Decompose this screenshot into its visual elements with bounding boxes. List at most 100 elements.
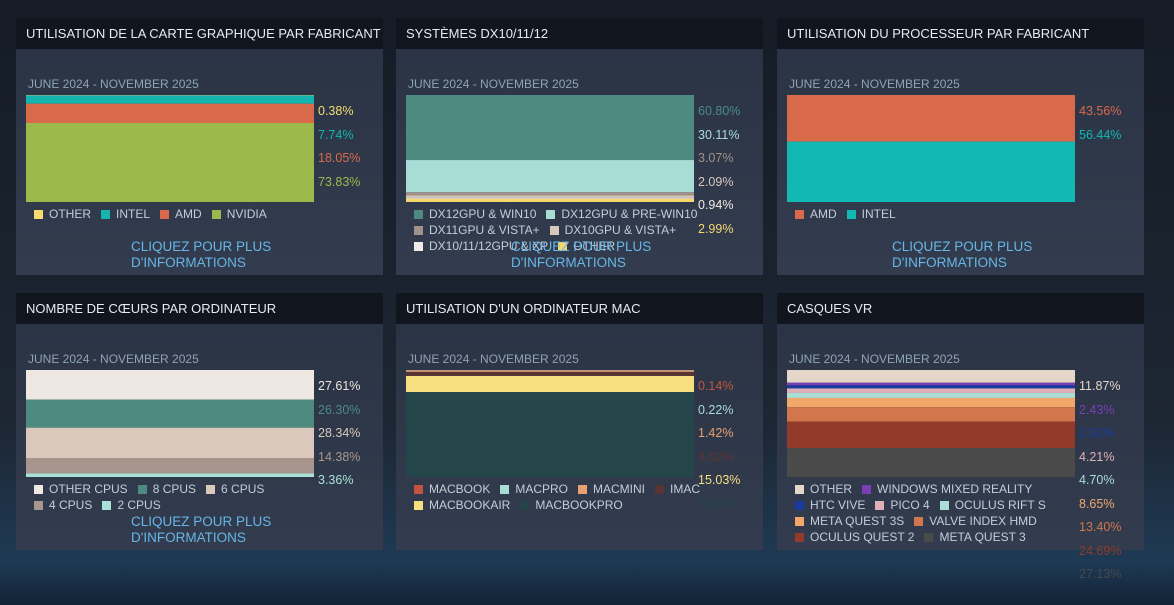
more-info-link[interactable]: CLIQUEZ POUR PLUS D'INFORMATIONS: [511, 239, 652, 270]
legend-label: INTEL: [116, 207, 151, 221]
value-label: 60.80%: [698, 104, 741, 118]
value-label: 3.07%: [698, 151, 734, 165]
legend-label: META QUEST 3S: [810, 514, 905, 528]
value-label: 26.30%: [318, 402, 361, 417]
legend-swatch: [160, 209, 170, 219]
panel-title: UTILISATION D'UN ORDINATEUR MAC: [396, 293, 763, 324]
legend-item: OCULUS RIFT S: [939, 498, 1046, 512]
legend-item: WINDOWS MIXED REALITY: [862, 482, 1032, 496]
legend-label: DX12GPU & PRE-WIN10: [561, 207, 698, 221]
legend-swatch: [549, 225, 559, 235]
legend-label: OTHER: [49, 207, 91, 221]
area-band: [406, 95, 694, 161]
legend-label: IMAC: [670, 482, 701, 496]
value-label: 2.43%: [1079, 402, 1115, 417]
legend-label: DX10/11/12GPU & XP: [429, 239, 549, 253]
value-label: 56.44%: [1079, 127, 1122, 142]
legend-label: DX12GPU & WIN10: [429, 207, 537, 221]
area-band: [406, 160, 694, 193]
area-band: [26, 473, 314, 477]
area-band: [406, 197, 694, 199]
legend-label: 8 CPUS: [152, 482, 197, 496]
legend-swatch: [102, 500, 112, 510]
area-band: [787, 141, 1075, 202]
panel: UTILISATION D'UN ORDINATEUR MAC JUNE 2024…: [396, 293, 763, 550]
date-range: JUNE 2024 - NOVEMBER 2025: [789, 352, 960, 366]
more-info-link[interactable]: CLIQUEZ POUR PLUS D'INFORMATIONS: [892, 239, 1033, 270]
legend-label: MACBOOK: [429, 482, 491, 496]
value-label: 43.56%: [1079, 104, 1122, 118]
legend-label: AMD: [810, 207, 837, 221]
legend-label: OTHER: [810, 482, 852, 496]
legend-swatch: [520, 500, 530, 510]
panel-title: SYSTÈMES DX10/11/12: [396, 18, 763, 49]
legend-label: OCULUS QUEST 2: [810, 530, 915, 544]
panel-title: CASQUES VR: [777, 293, 1144, 324]
legend-swatch: [414, 484, 423, 494]
legend-swatch: [500, 484, 510, 494]
value-label: 28.34%: [318, 426, 361, 440]
legend-swatch: [795, 500, 804, 510]
value-label: 79.37%: [698, 496, 741, 511]
value-label: 30.11%: [698, 127, 740, 142]
legend-item: OTHER CPUS: [34, 482, 128, 496]
area-band: [787, 392, 1075, 398]
date-range: JUNE 2024 - NOVEMBER 2025: [408, 352, 579, 366]
value-label: 4.70%: [1079, 473, 1115, 487]
value-label: 73.83%: [318, 174, 361, 189]
legend-label: WINDOWS MIXED REALITY: [877, 482, 1033, 496]
value-label: 1.42%: [698, 426, 734, 440]
more-info-link[interactable]: CLIQUEZ POUR PLUS D'INFORMATIONS: [131, 514, 272, 545]
legend-label: MACBOOKPRO: [535, 498, 623, 512]
area-band: [26, 458, 314, 474]
legend-item: 6 CPUS: [206, 482, 264, 496]
area-band: [406, 371, 694, 376]
panel-title: UTILISATION DU PROCESSEUR PAR FABRICANT: [777, 18, 1144, 49]
legend-item: MACBOOKAIR: [414, 498, 510, 512]
value-label: 18.05%: [318, 151, 361, 165]
legend-swatch: [655, 484, 665, 494]
value-label: 27.61%: [318, 379, 361, 393]
value-label: 0.22%: [698, 402, 734, 417]
legend-label: OTHER: [573, 239, 616, 253]
area-band: [406, 392, 694, 477]
legend-swatch: [795, 532, 804, 542]
legend-swatch: [939, 500, 949, 510]
legend: MACBOOK MACPRO MACMINI IMAC MACBOOKAIR MACBOO…: [414, 482, 704, 512]
legend-label: META QUEST 3: [939, 530, 1026, 544]
panel-body: JUNE 2024 - NOVEMBER 2025 0.14% 0.22% 1.42%…: [396, 324, 763, 550]
area-band: [406, 370, 694, 372]
legend-item: DX12GPU & WIN10: [414, 207, 536, 221]
area-band: [787, 421, 1075, 448]
legend-item: OTHER: [795, 482, 852, 496]
legend-item: INTEL: [101, 207, 150, 221]
area-band: [787, 370, 1075, 383]
panel-body: JUNE 2024 - NOVEMBER 2025 27.61% 26.30% 28.…: [16, 324, 383, 550]
legend-swatch: [578, 484, 588, 494]
legend-label: VALVE INDEX HMD: [929, 514, 1037, 528]
panel-body: JUNE 2024 - NOVEMBER 2025 11.87% 2.43% 2.92…: [777, 324, 1144, 581]
panel: UTILISATION DE LA CARTE GRAPHIQUE PAR FA…: [16, 18, 383, 275]
more-info-link[interactable]: CLIQUEZ POUR PLUS D'INFORMATIONS: [131, 239, 272, 270]
legend: DX12GPU & WIN10 DX12GPU & PRE-WIN10 DX11GP…: [414, 207, 704, 253]
value-label: 8.65%: [1079, 496, 1115, 511]
value-label: 0.38%: [318, 104, 354, 118]
legend-swatch: [101, 209, 110, 219]
value-label: 24.69%: [1079, 543, 1122, 558]
legend-label: OCULUS RIFT S: [954, 498, 1046, 512]
legend: AMD INTEL: [795, 207, 1085, 221]
area-band: [26, 123, 314, 202]
legend-swatch: [414, 500, 423, 510]
legend-item: INTEL: [846, 207, 896, 221]
legend-item: OTHER: [34, 207, 91, 221]
panel-title: NOMBRE DE CŒURS PAR ORDINATEUR: [16, 293, 383, 324]
legend-item: MACPRO: [500, 482, 568, 496]
legend-swatch: [558, 241, 568, 251]
legend-item: HTC VIVE: [795, 498, 865, 512]
legend-swatch: [924, 532, 934, 542]
panel: CASQUES VR JUNE 2024 - NOVEMBER 2025 11.87…: [777, 293, 1144, 581]
value-label: 0.94%: [698, 198, 734, 212]
area-band: [26, 399, 314, 428]
legend-swatch: [414, 241, 423, 251]
area-band: [787, 385, 1075, 389]
